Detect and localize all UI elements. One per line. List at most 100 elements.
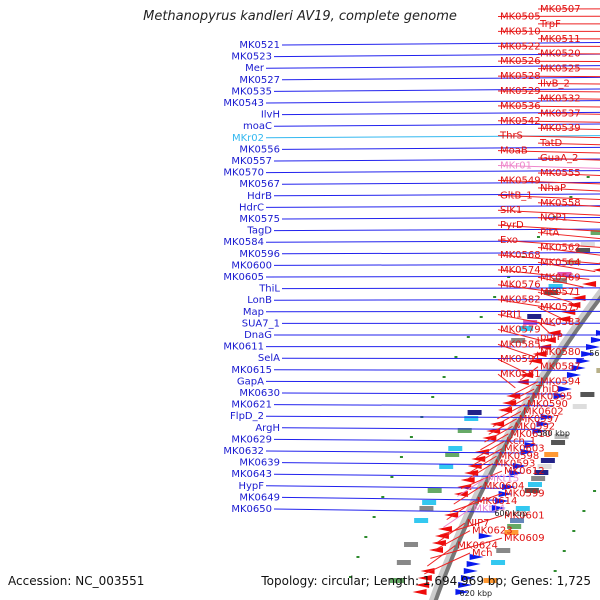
gene-label[interactable]: MK0632: [223, 446, 264, 457]
gene-label[interactable]: PitA: [540, 228, 560, 239]
gene-label[interactable]: TatD: [539, 138, 563, 149]
gene-label[interactable]: HdrC: [239, 202, 264, 213]
gene-label[interactable]: Map: [243, 307, 264, 318]
gene-label[interactable]: MK0601: [504, 511, 545, 522]
gene-label[interactable]: MK0650: [231, 504, 272, 515]
gene-label[interactable]: MKt14: [473, 503, 505, 514]
gene-label[interactable]: MK0543: [223, 98, 264, 109]
gene-label[interactable]: MK0612: [504, 466, 545, 477]
gene-label[interactable]: MK0549: [500, 175, 541, 186]
gene-label[interactable]: MK0567: [239, 179, 280, 190]
gene-label[interactable]: DnaG: [244, 330, 272, 341]
gene-label[interactable]: MK0599: [504, 488, 545, 499]
gene-label[interactable]: MK0521: [239, 40, 280, 51]
gene-label[interactable]: MK0510: [500, 26, 541, 37]
gene-label[interactable]: NOP1: [540, 213, 568, 224]
gene-label[interactable]: ThrS: [499, 131, 523, 142]
gene-label[interactable]: MK0539: [540, 123, 581, 134]
gene-label[interactable]: IlvB_2: [540, 79, 570, 90]
gene-label[interactable]: Exo: [500, 235, 518, 246]
gene-label[interactable]: IlvH: [261, 110, 280, 121]
gene-label[interactable]: FlpD_2: [230, 411, 264, 422]
gene-label[interactable]: MK0609: [504, 533, 545, 544]
gene-label[interactable]: ThiL: [258, 284, 280, 295]
gene-label[interactable]: MK0571: [540, 287, 581, 298]
gene-label[interactable]: MK0643: [231, 469, 272, 480]
gene-label[interactable]: MK0525: [540, 64, 581, 75]
gene-label[interactable]: MK0569: [540, 272, 581, 283]
gene-label[interactable]: MKt15: [487, 473, 519, 484]
gene-label[interactable]: MK0580: [540, 347, 581, 358]
gene-label[interactable]: GapA: [237, 376, 264, 387]
gene-label[interactable]: MK0529: [500, 86, 541, 97]
gene-label[interactable]: MK0602: [523, 406, 564, 417]
gene-label[interactable]: SIK1: [500, 205, 522, 216]
gene-label[interactable]: MK0557: [231, 156, 272, 167]
gene-label[interactable]: MK0527: [239, 75, 280, 86]
gene-label[interactable]: MK0623: [472, 526, 513, 537]
gene-label[interactable]: MK0614: [477, 496, 518, 507]
gene-label[interactable]: MoaB: [500, 146, 528, 157]
gene-label[interactable]: MK0562: [540, 242, 581, 253]
gene-label[interactable]: MK0577: [540, 302, 581, 313]
gene-label[interactable]: MK0576: [500, 280, 541, 291]
gene-label[interactable]: SelA: [258, 353, 280, 364]
gene-label[interactable]: MK0535: [231, 86, 272, 97]
gene-label[interactable]: MK0505: [500, 11, 541, 22]
gene-label[interactable]: MK0624: [457, 541, 498, 552]
gene-label[interactable]: MK0593: [495, 459, 536, 470]
gene-label[interactable]: MK0595: [532, 392, 573, 403]
gene-label[interactable]: MK0649: [239, 492, 280, 503]
gene-label[interactable]: MK0611: [223, 342, 264, 353]
gene-label[interactable]: MK0568: [500, 250, 541, 261]
gene-label[interactable]: MK0556: [239, 144, 280, 155]
gene-label[interactable]: MK0555: [540, 168, 581, 179]
gene-label[interactable]: MK0570: [223, 168, 264, 179]
gene-label[interactable]: MK0542: [500, 116, 541, 127]
gene-label[interactable]: HdrB: [247, 191, 272, 202]
gene-label[interactable]: purP: [540, 332, 563, 343]
gene-label[interactable]: PyrD: [500, 220, 524, 231]
gene-label[interactable]: GuaA_2: [540, 153, 578, 164]
gene-label[interactable]: HypF: [238, 481, 264, 492]
gene-label[interactable]: MK0507: [540, 4, 581, 15]
gene-label[interactable]: MK0522: [500, 41, 541, 52]
gene-label[interactable]: moaC: [243, 121, 272, 132]
gene-label[interactable]: TrpF: [539, 19, 561, 30]
gene-label[interactable]: MK0523: [231, 52, 272, 63]
gene-labels[interactable]: MK0521MK0523MerMK0527MK0535MK0543IlvHmoa…: [223, 4, 580, 559]
gene-label[interactable]: MK0590: [527, 399, 568, 410]
gene-label[interactable]: MK0532: [540, 93, 581, 104]
gene-label[interactable]: MK0528: [500, 71, 541, 82]
gene-label[interactable]: MK0591: [500, 354, 541, 365]
gene-label[interactable]: NIP7: [467, 518, 490, 529]
gene-label[interactable]: SUA7_1: [242, 318, 280, 329]
gene-label[interactable]: MK0604: [484, 481, 525, 492]
gene-label[interactable]: ArgH: [255, 423, 280, 434]
gene-label[interactable]: MK0537: [540, 108, 581, 119]
gene-label[interactable]: MK0600: [231, 260, 272, 271]
gene-label[interactable]: ThiD: [535, 384, 559, 395]
gene-label[interactable]: MK0639: [239, 458, 280, 469]
gene-label[interactable]: MK0520: [540, 49, 581, 60]
gene-label[interactable]: MK0558: [540, 198, 581, 209]
gene-label[interactable]: MK0598: [499, 451, 540, 462]
gene-label[interactable]: MK0581: [500, 369, 541, 380]
gene-label[interactable]: MK0596: [239, 249, 280, 260]
gene-label[interactable]: MK0564: [540, 257, 581, 268]
gene-label[interactable]: Kch_1: [506, 436, 536, 447]
gene-label[interactable]: MK0582: [500, 295, 541, 306]
gene-label[interactable]: MK0584: [223, 237, 264, 248]
gene-label[interactable]: MK0583: [540, 317, 581, 328]
gene-label[interactable]: MK0621: [231, 400, 272, 411]
gene-label[interactable]: MK0574: [500, 265, 541, 276]
gene-label[interactable]: MK0630: [239, 388, 280, 399]
gene-label[interactable]: PRI1: [500, 310, 522, 321]
gene-label[interactable]: MK0597: [519, 414, 560, 425]
gene-label[interactable]: Mer: [245, 63, 265, 74]
gene-label[interactable]: MKr02: [232, 133, 264, 144]
gene-label[interactable]: MK0629: [231, 434, 272, 445]
gene-label[interactable]: MK0526: [500, 56, 541, 67]
gene-label[interactable]: MK0610: [510, 429, 551, 440]
gene-label[interactable]: LonB: [247, 295, 272, 306]
